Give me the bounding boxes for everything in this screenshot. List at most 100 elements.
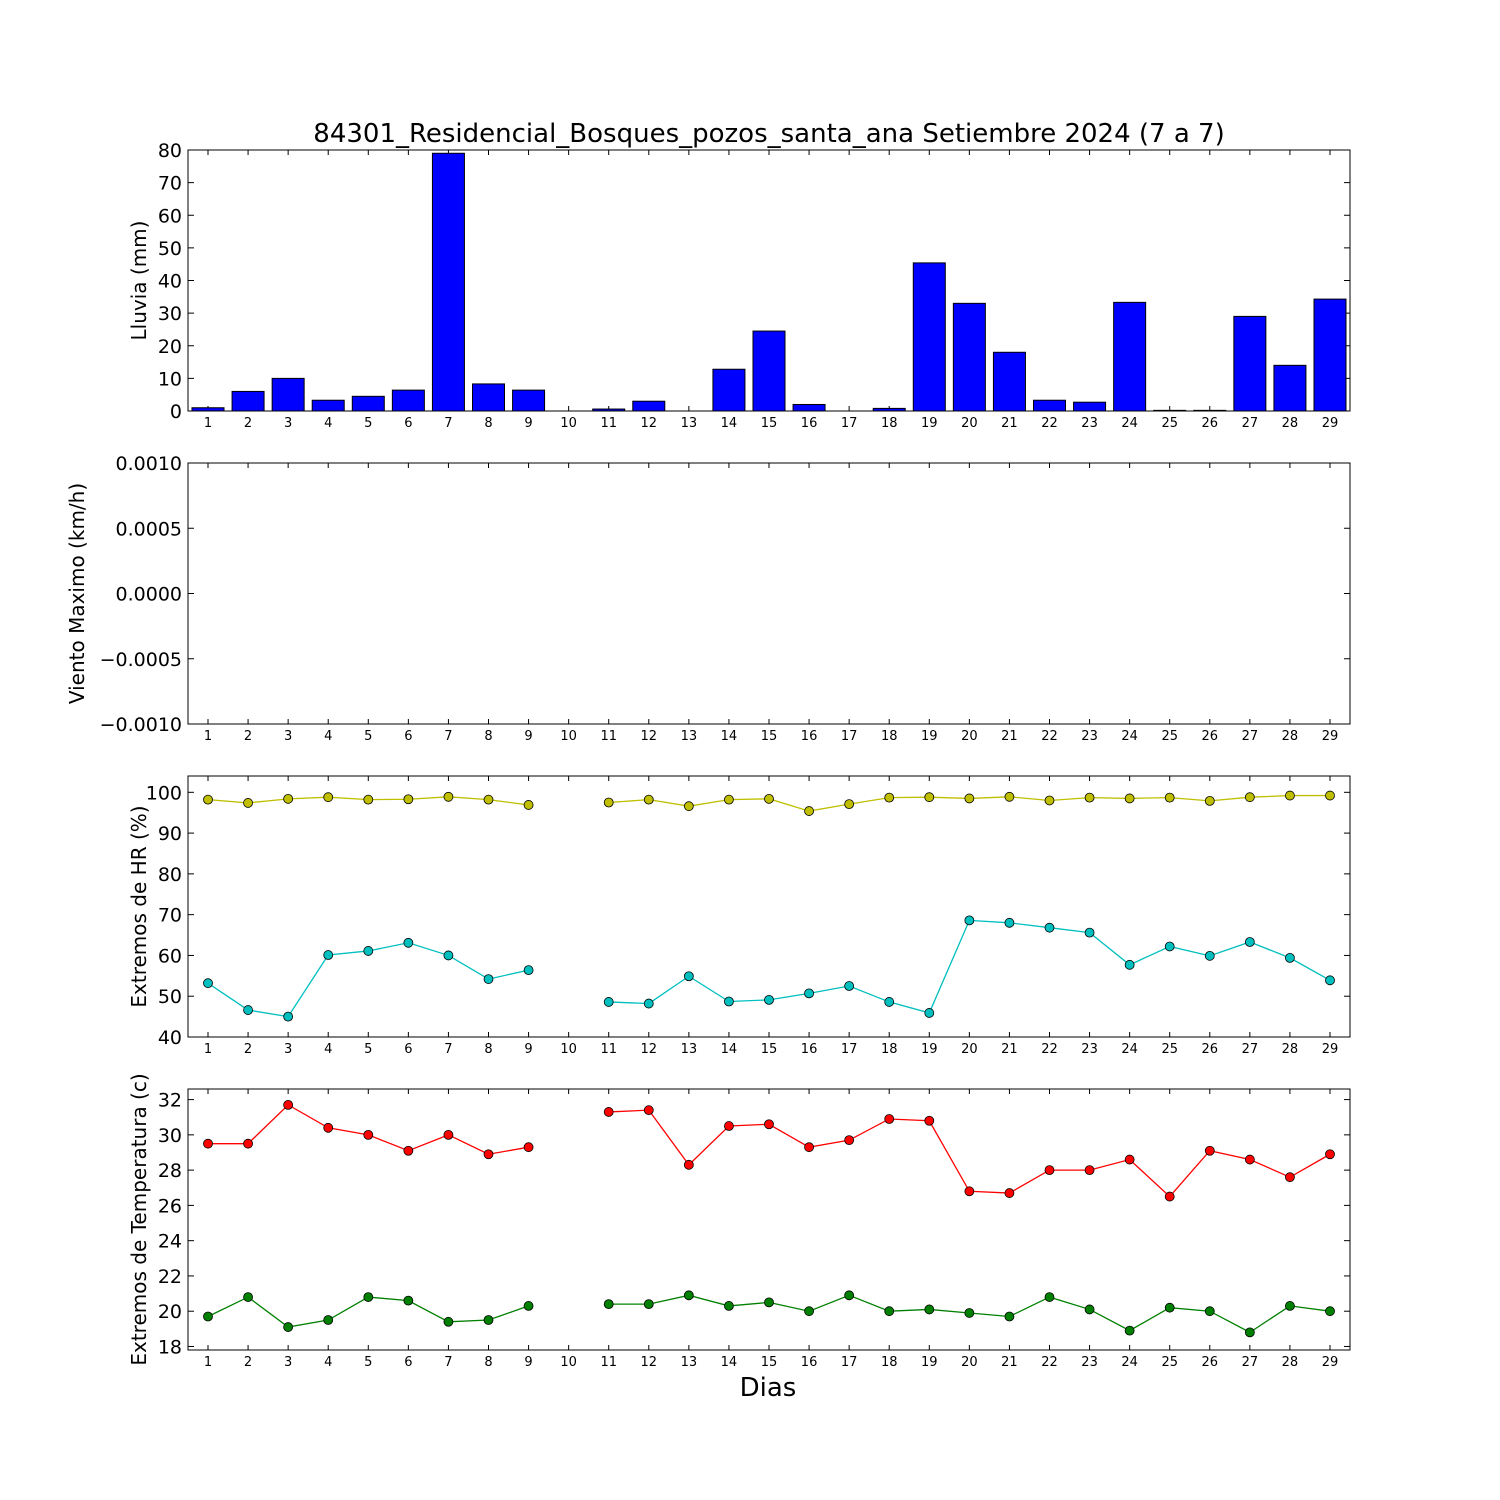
y-tick-label: −0.0005 xyxy=(100,649,182,671)
data-point xyxy=(884,1306,895,1317)
y-tick-label: 20 xyxy=(158,1301,182,1323)
x-tick-label: 26 xyxy=(1202,1355,1219,1370)
data-point xyxy=(804,1306,814,1317)
y-tick-label: 26 xyxy=(158,1195,182,1217)
data-point xyxy=(403,1295,414,1306)
data-point xyxy=(203,978,213,989)
x-tick-label: 15 xyxy=(761,1042,778,1057)
data-point xyxy=(1204,1145,1215,1156)
data-point xyxy=(884,997,895,1007)
data-point xyxy=(363,794,374,805)
bar xyxy=(952,302,986,412)
data-point xyxy=(764,994,774,1005)
y-tick-label: 80 xyxy=(158,140,182,162)
x-tick-label: 11 xyxy=(600,729,617,744)
data-point xyxy=(683,971,694,982)
x-tick-label: 11 xyxy=(600,416,617,431)
x-tick-label: 8 xyxy=(484,1355,492,1370)
bar xyxy=(632,400,666,412)
data-point xyxy=(403,1145,414,1156)
x-tick-label: 7 xyxy=(444,1355,452,1370)
x-tick-label: 28 xyxy=(1282,1355,1299,1370)
data-point xyxy=(643,1105,654,1116)
data-point xyxy=(523,965,534,976)
x-tick-label: 12 xyxy=(641,416,658,431)
x-tick-label: 27 xyxy=(1242,1042,1259,1057)
data-point xyxy=(603,1299,614,1310)
data-point xyxy=(1244,792,1255,803)
x-tick-label: 20 xyxy=(961,1042,978,1057)
x-tick-label: 6 xyxy=(404,1355,412,1370)
data-point xyxy=(443,791,454,802)
bar xyxy=(1313,298,1347,412)
x-tick-label: 7 xyxy=(444,729,452,744)
x-tick-label: 3 xyxy=(284,729,292,744)
data-point xyxy=(1204,950,1215,961)
y-axis-label: Extremos de Temperatura (c) xyxy=(127,1073,151,1365)
y-tick-label: 28 xyxy=(158,1160,182,1182)
data-point xyxy=(1004,791,1015,802)
bar xyxy=(231,390,265,412)
data-point xyxy=(283,1322,294,1332)
bar xyxy=(391,389,425,412)
series-line xyxy=(208,1104,529,1155)
data-point xyxy=(403,794,414,805)
x-tick-label: 20 xyxy=(961,416,978,431)
bar xyxy=(311,399,345,412)
x-tick-label: 5 xyxy=(364,1355,372,1370)
x-tick-label: 9 xyxy=(524,416,532,431)
data-point xyxy=(1124,793,1135,804)
x-tick-label: 17 xyxy=(841,1042,858,1057)
bar xyxy=(271,377,305,412)
x-tick-label: 4 xyxy=(324,1355,332,1370)
data-point xyxy=(1084,792,1095,803)
bar xyxy=(992,351,1026,412)
data-point xyxy=(1244,1154,1255,1165)
x-tick-label: 9 xyxy=(524,1042,532,1057)
x-tick-label: 5 xyxy=(364,1042,372,1057)
data-point xyxy=(844,1290,855,1301)
x-tick-label: 13 xyxy=(681,729,698,744)
x-tick-label: 15 xyxy=(761,1355,778,1370)
data-point xyxy=(1285,1301,1295,1311)
x-tick-label: 21 xyxy=(1001,1042,1018,1057)
x-tick-label: 9 xyxy=(524,1355,532,1370)
x-tick-label: 18 xyxy=(881,1042,898,1057)
x-tick-label: 16 xyxy=(801,1355,818,1370)
data-point xyxy=(643,998,654,1009)
bar xyxy=(1113,301,1147,412)
x-tick-label: 17 xyxy=(841,416,858,431)
x-tick-label: 2 xyxy=(244,416,252,431)
x-tick-label: 25 xyxy=(1161,729,1178,744)
y-tick-label: 20 xyxy=(158,336,182,358)
y-tick-label: 60 xyxy=(158,205,182,227)
x-tick-label: 11 xyxy=(600,1355,617,1370)
x-tick-label: 23 xyxy=(1081,729,1098,744)
x-tick-label: 26 xyxy=(1202,1042,1219,1057)
data-point xyxy=(1204,795,1215,806)
x-tick-label: 29 xyxy=(1322,416,1339,431)
x-tick-label: 10 xyxy=(560,729,577,744)
x-tick-label: 21 xyxy=(1001,1355,1018,1370)
x-tick-label: 15 xyxy=(761,416,778,431)
x-tick-label: 29 xyxy=(1322,729,1339,744)
x-tick-label: 12 xyxy=(641,1042,658,1057)
data-point xyxy=(1124,959,1135,970)
y-tick-label: 24 xyxy=(158,1231,182,1253)
bar xyxy=(1073,401,1107,412)
x-tick-label: 26 xyxy=(1202,416,1219,431)
x-tick-label: 7 xyxy=(444,1042,452,1057)
data-point xyxy=(483,794,494,805)
x-tick-label: 8 xyxy=(484,416,492,431)
data-point xyxy=(1044,1292,1055,1302)
data-point xyxy=(764,1119,774,1130)
data-point xyxy=(1124,1325,1135,1336)
data-point xyxy=(323,950,334,960)
data-point xyxy=(1044,795,1055,806)
data-point xyxy=(1285,952,1295,963)
data-point xyxy=(1004,1188,1015,1198)
